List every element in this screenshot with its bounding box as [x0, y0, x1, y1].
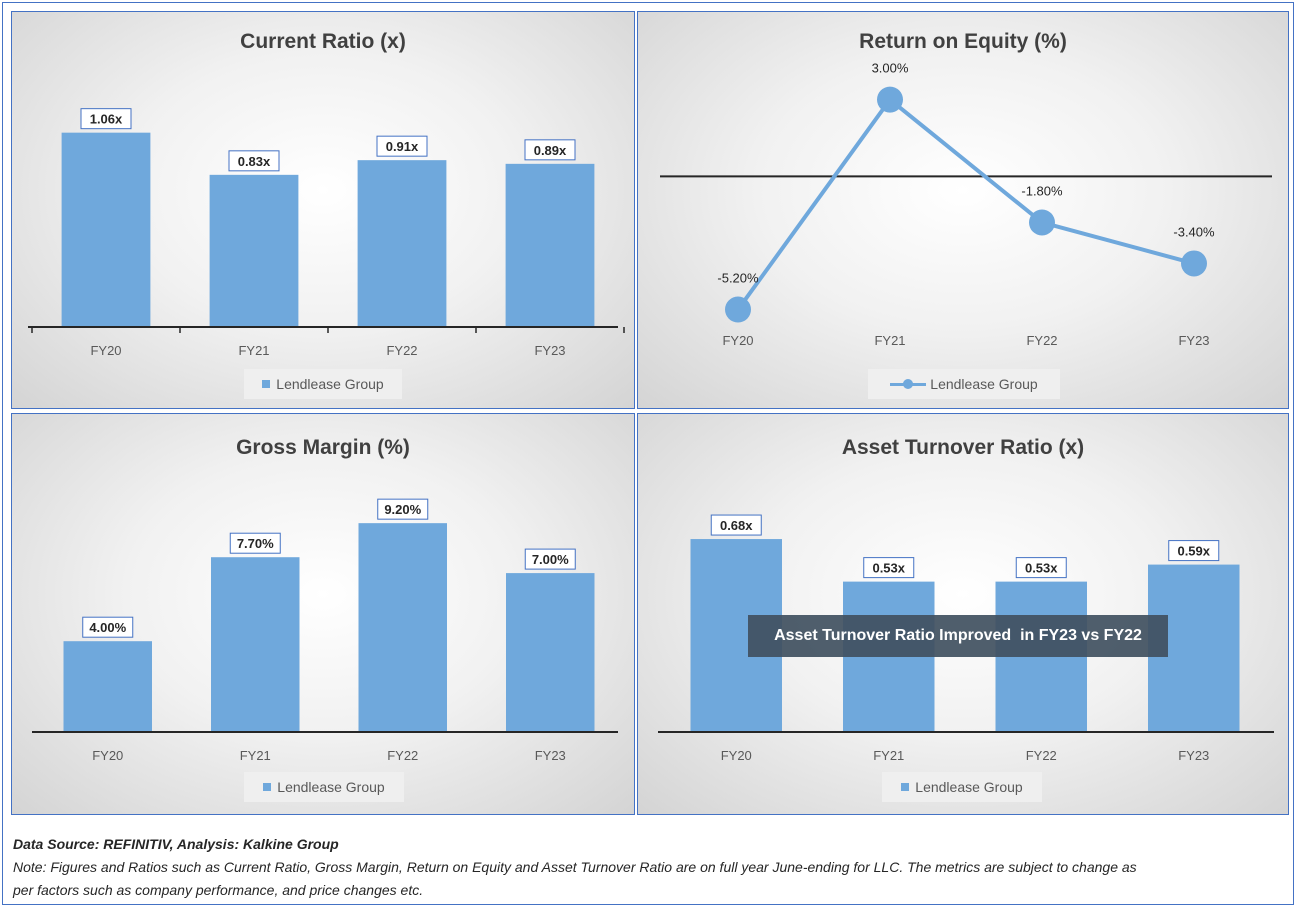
data-label-box: [710, 514, 762, 536]
x-tick-label: FY22: [1026, 748, 1057, 763]
chart-legend: Lendlease Group: [244, 772, 404, 802]
x-tick-label: FY20: [92, 748, 123, 763]
series-line: [736, 96, 1195, 311]
x-tick-label: FY20: [90, 343, 121, 358]
data-label: 0.89x: [534, 143, 567, 158]
data-label: 0.59x: [1177, 544, 1210, 559]
chart-legend: Lendlease Group: [244, 369, 402, 399]
data-label: 1.06x: [90, 112, 123, 127]
legend-label: Lendlease Group: [276, 376, 384, 392]
data-point-fy20: [725, 296, 751, 323]
data-label-box: [82, 616, 134, 638]
data-source: Data Source: REFINITIV, Analysis: Kalkin…: [13, 836, 339, 852]
gross-margin-plot: 4.00% FY20 7.70% FY21 9.20% FY22 7.00% FY23: [32, 498, 618, 763]
data-label: 3.00%: [872, 61, 909, 76]
chart-title: Gross Margin (%): [236, 436, 410, 459]
data-label: 9.20%: [384, 502, 421, 517]
legend-swatch: [890, 379, 927, 389]
data-label: 7.70%: [237, 536, 274, 551]
x-tick-label: FY22: [387, 748, 418, 763]
chart-asset-turnover-ratio: Asset Turnover Ratio (x) 0.68x FY20 0.53x F…: [637, 413, 1289, 815]
x-tick-label: FY22: [386, 343, 417, 358]
data-label: -1.80%: [1021, 183, 1063, 198]
data-label-box: [1168, 540, 1220, 562]
bar-fy23: [505, 163, 595, 327]
data-label: -5.20%: [717, 271, 759, 286]
data-label-box: [228, 150, 280, 172]
chart-legend: Lendlease Group: [868, 369, 1060, 399]
legend-label: Lendlease Group: [277, 779, 385, 795]
x-tick-label: FY21: [874, 333, 905, 348]
bar-fy22: [358, 523, 447, 732]
legend-label: Lendlease Group: [915, 779, 1023, 795]
x-tick-label: FY23: [1178, 333, 1209, 348]
data-label-box: [229, 532, 281, 554]
data-point-fy21: [877, 86, 903, 113]
chart-legend: Lendlease Group: [882, 772, 1042, 802]
x-tick-label: FY23: [1178, 748, 1209, 763]
x-tick-label: FY23: [535, 748, 566, 763]
data-label: 0.53x: [1025, 561, 1058, 576]
x-tick-label: FY21: [240, 748, 271, 763]
x-tick-label: FY22: [1026, 333, 1057, 348]
data-label-box: [1015, 557, 1067, 579]
current-ratio-plot: 1.06x FY20 0.83x FY21 0.91x FY22 0.89x FY23: [28, 108, 625, 358]
chart-title: Current Ratio (x): [240, 30, 406, 53]
bar-fy21: [209, 174, 299, 327]
bar-fy20: [61, 132, 151, 327]
x-tick-label: FY20: [721, 748, 752, 763]
legend-label: Lendlease Group: [930, 376, 1038, 392]
bar-fy23: [506, 573, 595, 732]
data-label-box: [80, 108, 132, 130]
return-on-equity-plot: -5.20% FY20 3.00% FY21 -1.80% FY22 -3.40% FY23: [660, 61, 1272, 348]
footnote-line-2: per factors such as company performance,…: [13, 882, 424, 898]
data-label-box: [863, 557, 915, 579]
data-label: -3.40%: [1173, 224, 1215, 239]
data-label-box: [376, 135, 428, 157]
chart-annotation: Asset Turnover Ratio Improved in FY23 vs…: [748, 615, 1168, 657]
bar-fy21: [211, 557, 300, 732]
data-label-box: [377, 498, 429, 520]
data-label-box: [524, 139, 576, 161]
chart-current-ratio: Current Ratio (x) 1.06x FY20 0.83x FY21 0.91…: [11, 11, 635, 409]
x-tick-label: FY21: [238, 343, 269, 358]
chart-return-on-equity: Return on Equity (%) -5.20% FY20 3.00% FY21…: [637, 11, 1289, 409]
chart-gross-margin: Gross Margin (%) 4.00% FY20 7.70% FY21 9.20%…: [11, 413, 635, 815]
x-tick-label: FY21: [873, 748, 904, 763]
legend-swatch: [262, 380, 271, 388]
data-label: 0.53x: [872, 561, 905, 576]
footnote-line-1: Note: Figures and Ratios such as Current…: [13, 859, 1137, 875]
legend-swatch: [263, 783, 272, 791]
data-label: 0.91x: [386, 139, 419, 154]
data-label-box: [524, 548, 576, 570]
bar-fy20: [63, 641, 152, 732]
data-label: 7.00%: [532, 552, 569, 567]
x-tick-label: FY20: [722, 333, 753, 348]
chart-title: Return on Equity (%): [859, 30, 1067, 53]
data-label: 4.00%: [89, 620, 126, 635]
data-label: 0.83x: [238, 154, 271, 169]
bar-fy22: [357, 160, 447, 327]
chart-title: Asset Turnover Ratio (x): [841, 436, 1085, 459]
data-point-fy23: [1181, 250, 1207, 277]
legend-swatch: [901, 783, 910, 791]
data-point-fy22: [1029, 209, 1055, 236]
x-tick-label: FY23: [534, 343, 565, 358]
data-label: 0.68x: [720, 518, 753, 533]
